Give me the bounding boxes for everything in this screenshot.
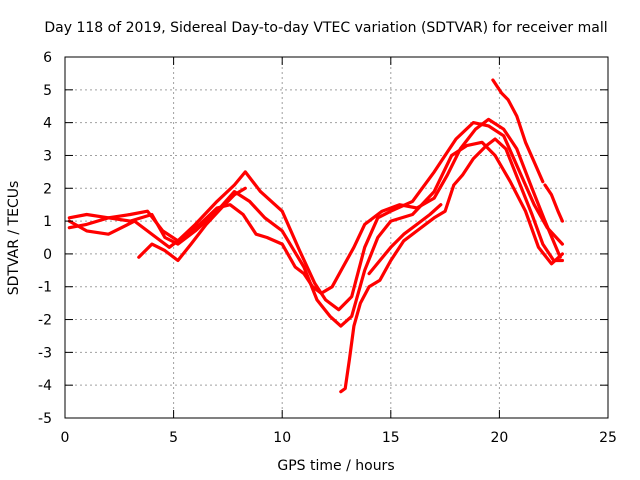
series-line-track-6 <box>367 203 443 276</box>
y-tick-label: 3 <box>43 148 52 164</box>
x-tick-label: 20 <box>490 430 508 446</box>
series-line-track-3 <box>67 117 562 295</box>
y-tick-label: -2 <box>38 313 52 329</box>
x-tick-label: 25 <box>599 430 617 446</box>
x-tick-label: 5 <box>169 430 178 446</box>
series-line-track-5 <box>339 137 565 394</box>
series-line-track-2 <box>67 140 565 328</box>
x-axis-label: GPS time / hours <box>277 458 394 474</box>
y-tick-label: 6 <box>43 50 52 66</box>
axis-ticks <box>64 56 609 419</box>
tick-labels: 0 5 10 15 20 25 -5 -4 -3 -2 -1 0 1 2 3 4 5 6 <box>38 50 617 446</box>
series-line-track-8 <box>543 183 565 223</box>
y-axis-label: SDTVAR / TECUs <box>6 181 22 296</box>
grid-lines <box>65 57 608 418</box>
y-tick-label: -3 <box>38 345 52 361</box>
plot-frame <box>64 56 609 419</box>
y-tick-label: 0 <box>43 247 52 263</box>
x-tick-label: 15 <box>382 430 400 446</box>
y-tick-label: 2 <box>43 181 52 197</box>
series-line-track-4 <box>137 186 247 263</box>
y-tick-label: 5 <box>43 83 52 99</box>
y-tick-label: 1 <box>43 214 52 230</box>
series-line-track-7 <box>491 78 545 184</box>
x-tick-label: 10 <box>273 430 291 446</box>
y-tick-label: -5 <box>38 411 52 427</box>
y-tick-label: 4 <box>43 116 52 132</box>
y-tick-label: -1 <box>38 280 52 296</box>
series-group <box>67 78 565 394</box>
y-tick-label: -4 <box>38 378 52 394</box>
chart-title: Day 118 of 2019, Sidereal Day-to-day VTE… <box>44 20 607 36</box>
x-tick-label: 0 <box>61 430 70 446</box>
